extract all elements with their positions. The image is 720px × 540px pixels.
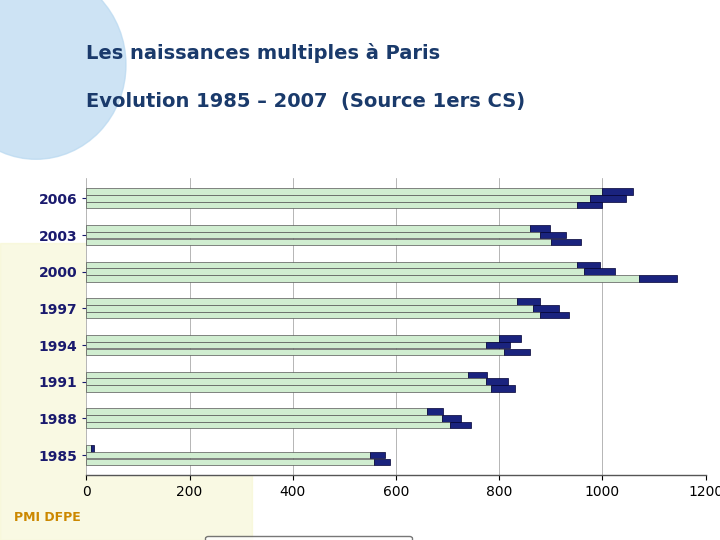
Bar [86, 458, 374, 465]
Bar [86, 385, 492, 392]
Bar [492, 385, 516, 392]
Bar [533, 305, 559, 312]
Bar [86, 202, 577, 208]
Bar [468, 372, 487, 378]
Bar [86, 298, 517, 305]
Bar [86, 348, 505, 355]
Bar [442, 415, 461, 422]
Bar [86, 261, 577, 268]
Bar [541, 312, 569, 319]
Bar [450, 422, 471, 428]
Bar [551, 239, 581, 245]
Bar [86, 415, 442, 422]
Bar [86, 408, 427, 415]
Bar [603, 188, 634, 195]
Bar [86, 342, 486, 348]
Bar [585, 268, 616, 275]
Bar [374, 458, 390, 465]
Bar [86, 275, 639, 282]
Bar [86, 239, 551, 245]
Bar [86, 312, 541, 319]
Bar [639, 275, 678, 282]
Bar [86, 305, 533, 312]
Bar [577, 261, 600, 268]
Bar [86, 445, 91, 451]
Bar [541, 232, 567, 238]
Bar [86, 422, 450, 428]
Bar [577, 202, 603, 208]
Bar [505, 348, 530, 355]
Bar [486, 379, 508, 385]
Text: Les naissances multiples à Paris: Les naissances multiples à Paris [86, 43, 441, 63]
Bar [530, 225, 550, 232]
Bar [427, 408, 444, 415]
Bar [86, 268, 585, 275]
Bar [86, 225, 530, 232]
Bar [86, 232, 541, 238]
Legend: Jumeaux, autres: Jumeaux, autres [204, 536, 412, 540]
Text: PMI DFPE: PMI DFPE [14, 511, 81, 524]
Bar [86, 188, 603, 195]
Bar [86, 452, 370, 458]
Bar [499, 335, 521, 342]
Bar [86, 372, 468, 378]
Bar [486, 342, 510, 348]
Bar [590, 195, 626, 201]
Bar [517, 298, 541, 305]
Bar [86, 335, 499, 342]
Bar [86, 195, 590, 201]
Bar [86, 379, 486, 385]
Bar [370, 452, 384, 458]
Bar [91, 445, 94, 451]
Text: Evolution 1985 – 2007  (Source 1ers CS): Evolution 1985 – 2007 (Source 1ers CS) [86, 92, 526, 111]
